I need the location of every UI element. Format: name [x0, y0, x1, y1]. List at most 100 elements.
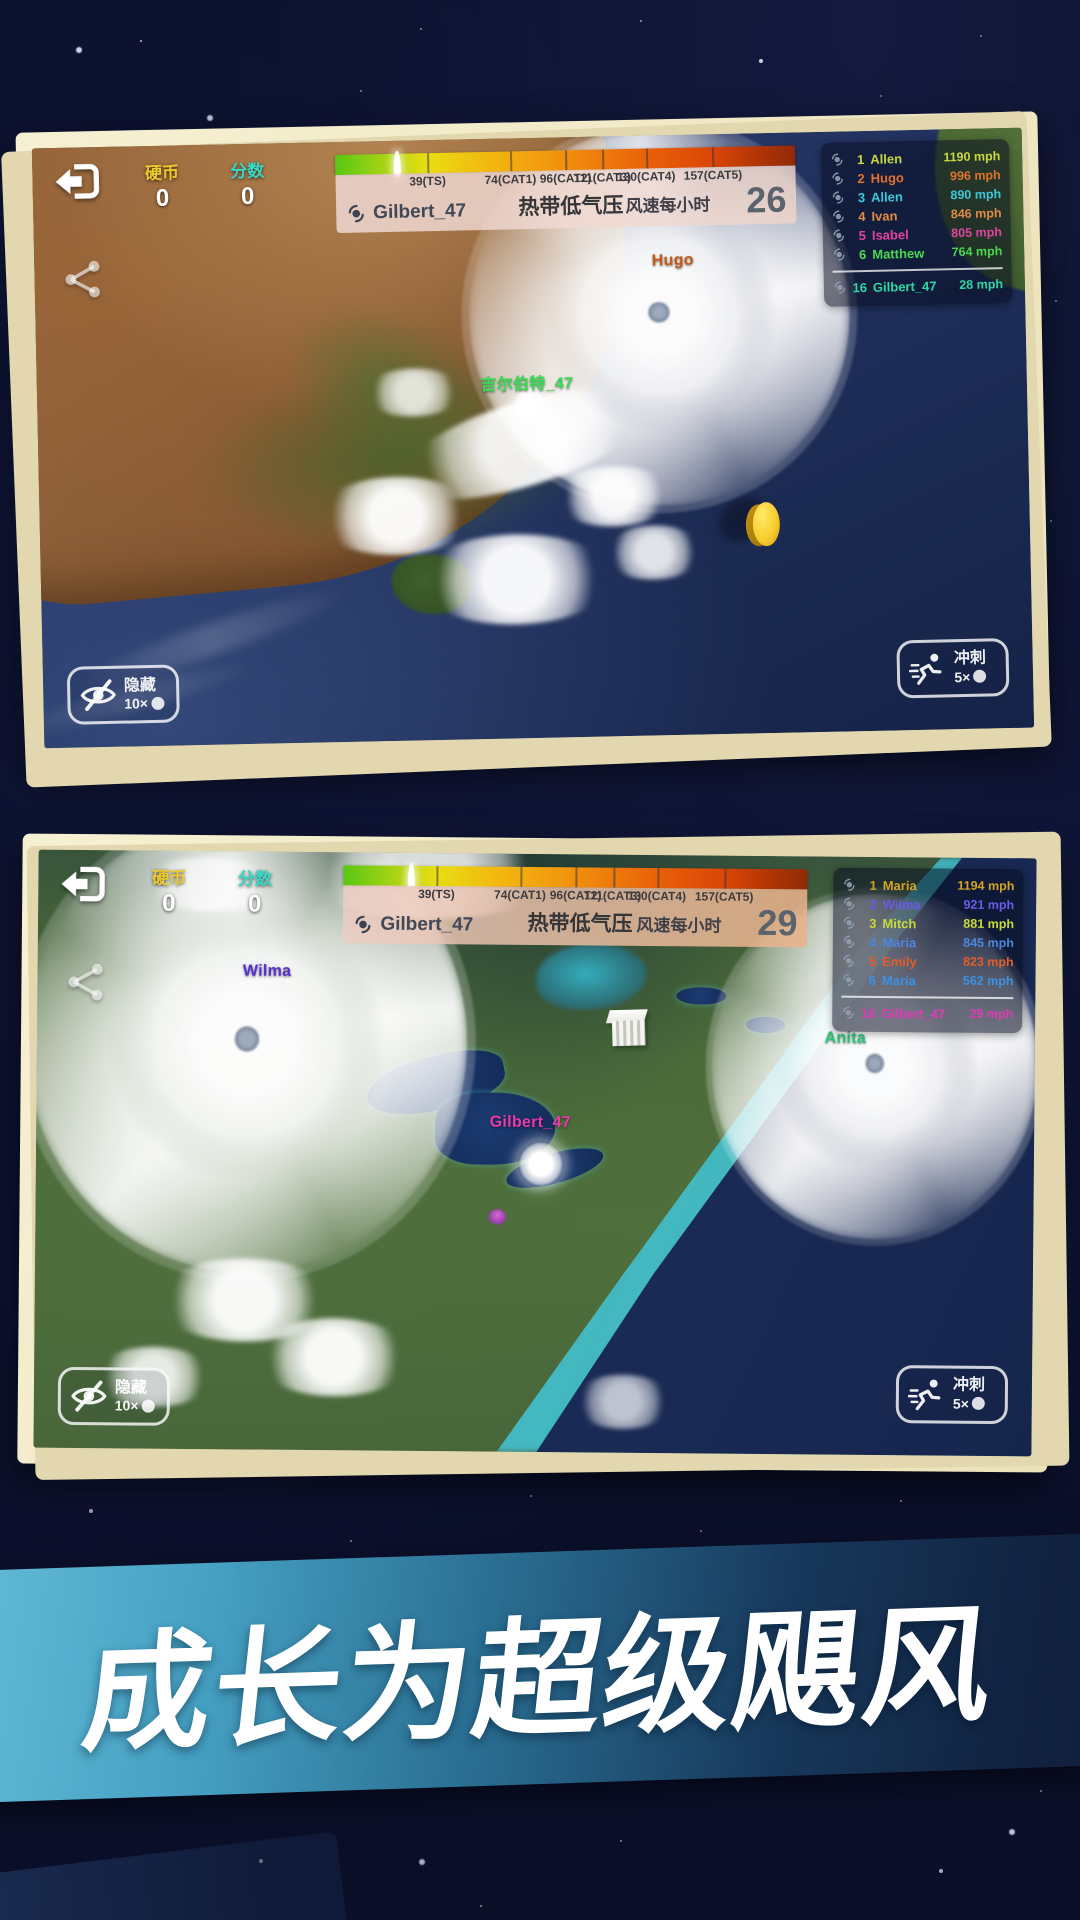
back-arrow-icon	[58, 864, 106, 904]
category-tick-labels: 39(TS) 74(CAT1) 96(CAT2) 111(CAT3) 130(C…	[344, 886, 808, 906]
rank: 1	[856, 151, 865, 167]
player-name: Gilbert_47	[346, 201, 466, 226]
screenshot-frame-1: Hugo 吉尔伯特_47 硬币 0 分数 0	[15, 111, 1051, 765]
cloud	[553, 465, 674, 528]
rank: 2	[869, 896, 877, 912]
rank: 3	[869, 915, 877, 931]
cyclone-icon	[842, 916, 856, 930]
score-stat: 分数 0	[210, 864, 300, 919]
speed: 890 mph	[950, 187, 1002, 203]
hide-button[interactable]: 隐藏 10×	[66, 664, 180, 726]
name: Gilbert_47	[872, 278, 937, 295]
shallow-lake	[536, 943, 647, 1011]
leaderboard-row: 6 Matthew 764 mph	[832, 242, 1002, 265]
speed: 996 mph	[949, 168, 1001, 184]
rank: 5	[858, 227, 867, 243]
name: Ivan	[871, 208, 898, 224]
sprint-button[interactable]: 冲刺 5×	[895, 1364, 1009, 1424]
hide-cost: 10×	[114, 1397, 139, 1414]
coin-icon	[141, 1399, 155, 1413]
tick-label: 74(CAT1)	[484, 172, 537, 188]
leaderboard: 1 Allen 1190 mph 2 Hugo 996 mph 3 Allen …	[820, 138, 1013, 307]
speed: 921 mph	[963, 897, 1015, 913]
runner-icon	[908, 1376, 946, 1412]
hide-button[interactable]: 隐藏 10×	[57, 1367, 171, 1427]
storm-label-player: 吉尔伯特_47	[480, 375, 574, 395]
hide-label: 隐藏	[123, 676, 157, 695]
back-button[interactable]	[52, 161, 101, 202]
building-pickup[interactable]	[605, 1009, 648, 1047]
storm-label-player: Gilbert_47	[489, 1113, 571, 1132]
coins-label: 硬币	[144, 163, 180, 184]
wind-speed-scale: 39(TS) 74(CAT1) 96(CAT2) 111(CAT3) 130(C…	[334, 145, 797, 234]
coin-pickup[interactable]	[745, 502, 780, 547]
tick-label: 130(CAT4)	[616, 169, 676, 185]
name: Allen	[870, 151, 903, 167]
cyclone-icon	[833, 281, 847, 295]
tick-label: 74(CAT1)	[494, 887, 546, 903]
rank: 4	[858, 208, 866, 224]
speed: 764 mph	[951, 244, 1003, 260]
sprint-button[interactable]: 冲刺 5×	[896, 637, 1010, 699]
name: Emily	[882, 953, 917, 970]
coins-stat: 硬币 0	[117, 158, 207, 214]
leaderboard-row: 4 Maria 845 mph	[842, 932, 1014, 952]
tick-label: 39(TS)	[418, 887, 455, 902]
speed: 881 mph	[963, 916, 1015, 932]
coin-icon	[973, 669, 987, 684]
speed: 1194 mph	[957, 878, 1015, 894]
cyclone-icon	[842, 954, 856, 968]
share-icon[interactable]	[61, 258, 104, 301]
rank: 4	[868, 934, 877, 950]
leaderboard-separator	[832, 266, 1003, 273]
coin-icon	[150, 696, 165, 710]
player-name: Gilbert_47	[353, 914, 473, 937]
name: Matthew	[872, 245, 925, 262]
game-screen-2: Wilma Anita Gilbert_47 硬币 0 分数 0	[33, 849, 1037, 1457]
leaderboard-self-row: 16 Gilbert_47 29 mph	[842, 1003, 1014, 1023]
sprint-label: 冲刺	[952, 1377, 986, 1395]
leaderboard-separator	[841, 995, 1014, 999]
tick-label: 157(CAT5)	[694, 889, 754, 905]
speed: 805 mph	[951, 225, 1003, 241]
sprint-label: 冲刺	[953, 649, 987, 668]
leaderboard-row: 3 Mitch 881 mph	[842, 913, 1014, 933]
coins-label: 硬币	[152, 868, 187, 889]
speed: 823 mph	[962, 954, 1014, 970]
game-screen-1: Hugo 吉尔伯特_47 硬币 0 分数 0	[31, 127, 1035, 749]
name: Gilbert_47	[881, 1005, 946, 1022]
rank: 6	[858, 246, 867, 262]
eye-off-icon	[79, 677, 118, 714]
back-arrow-icon	[52, 161, 101, 202]
leaderboard-row: 6 Maria 562 mph	[842, 970, 1014, 990]
share-icon[interactable]	[64, 961, 106, 1003]
hide-label: 隐藏	[114, 1379, 147, 1397]
score-label: 分数	[237, 869, 273, 889]
name: Maria	[882, 934, 917, 951]
sprint-cost: 5×	[954, 668, 971, 685]
coins-value: 0	[162, 889, 176, 917]
cyclone-icon	[832, 248, 846, 262]
leaderboard-row: 1 Maria 1194 mph	[843, 875, 1015, 895]
eye-off-icon	[70, 1378, 108, 1414]
creature-sprite	[489, 1209, 506, 1224]
back-button[interactable]	[58, 864, 106, 904]
name: Isabel	[871, 226, 909, 243]
storm-label-hugo: Hugo	[651, 251, 695, 270]
cyclone-icon	[842, 935, 856, 949]
leaderboard: 1 Maria 1194 mph 2 Wilma 921 mph 3 Mitch…	[832, 867, 1024, 1033]
player-storm	[517, 1140, 565, 1188]
rank: 1	[869, 877, 877, 893]
wind-info-panel: 39(TS) 74(CAT1) 96(CAT2) 111(CAT3) 130(C…	[335, 165, 797, 234]
rank: 2	[857, 170, 865, 186]
promo-banner: 成长为超级飓风	[0, 1532, 1080, 1804]
corner-decoration	[0, 1831, 350, 1920]
coin-icon	[971, 1397, 985, 1411]
storm-label-wilma: Wilma	[242, 962, 292, 980]
cyclone-icon	[843, 878, 857, 892]
leaderboard-self-row: 16 Gilbert_47 28 mph	[833, 275, 1003, 298]
score-label: 分数	[229, 161, 265, 182]
speed: 845 mph	[963, 935, 1014, 951]
name: Allen	[870, 188, 904, 205]
